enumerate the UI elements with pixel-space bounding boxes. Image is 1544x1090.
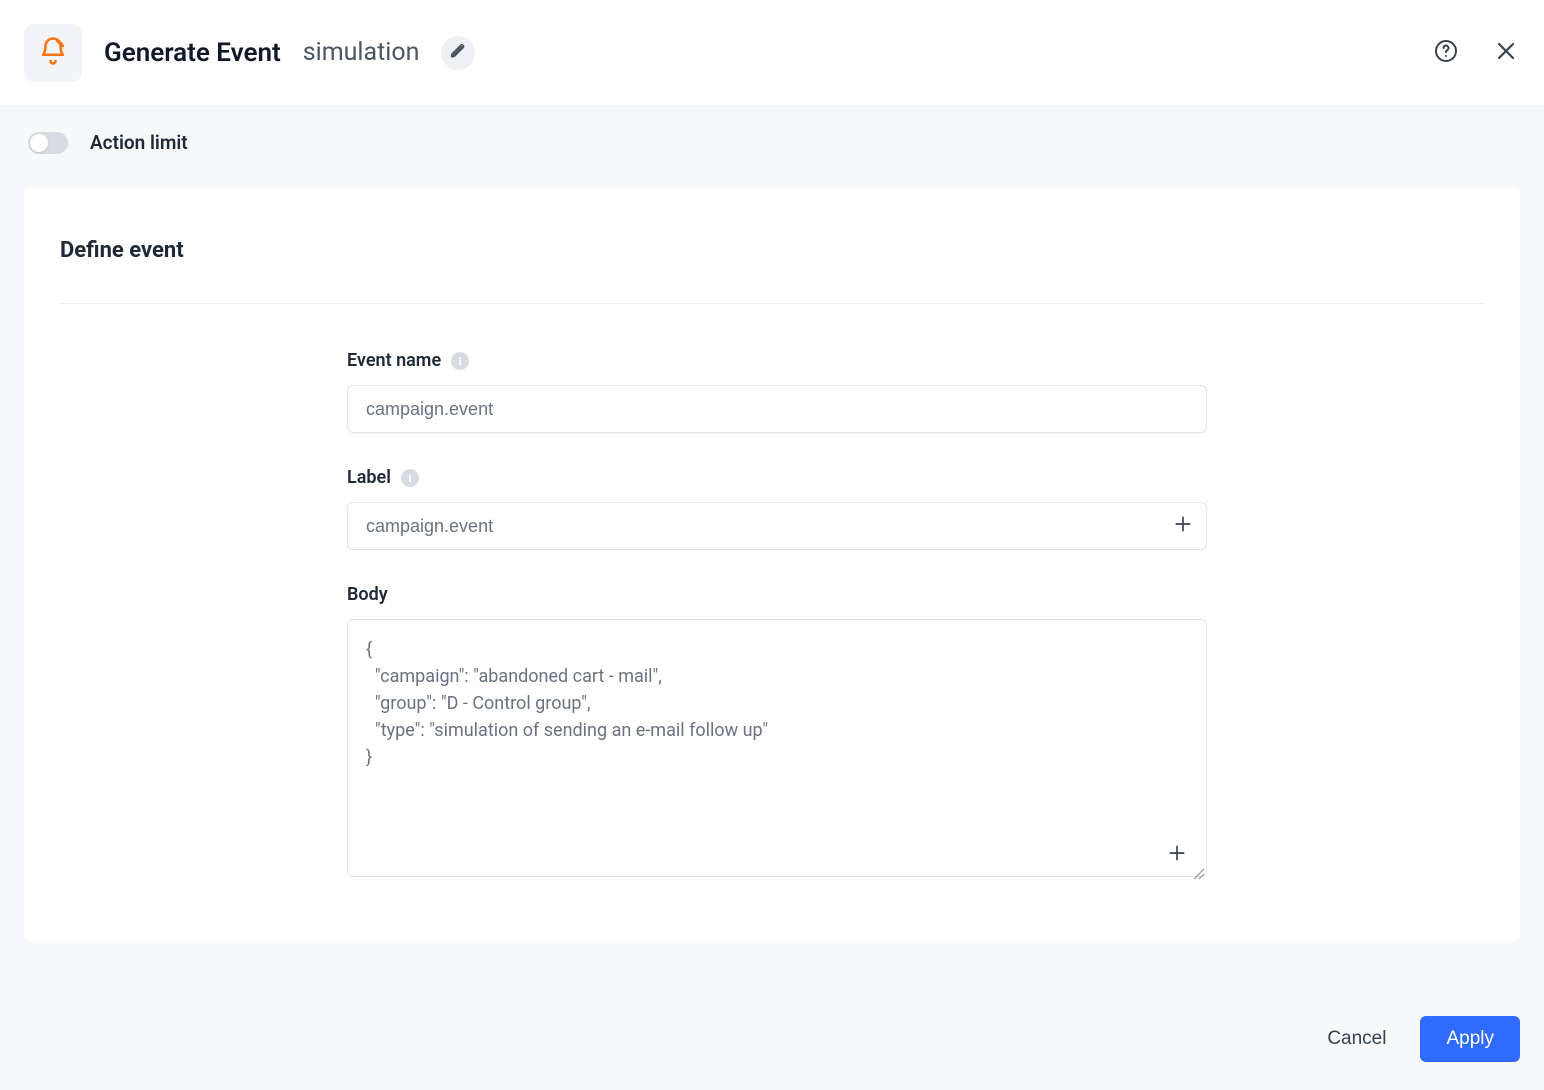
event-name-label: Event name (347, 350, 441, 371)
body-label-row: Body (347, 584, 1207, 605)
body-add-button[interactable] (1165, 843, 1189, 867)
page-subtitle: simulation (303, 38, 420, 67)
card-divider (60, 303, 1484, 304)
info-icon[interactable]: i (401, 469, 419, 487)
title-row: Generate Event simulation (104, 36, 475, 70)
cancel-button[interactable]: Cancel (1327, 1028, 1386, 1050)
label-add-button[interactable] (1171, 514, 1195, 538)
field-label: Label i (347, 467, 1207, 550)
action-limit-toggle[interactable] (28, 132, 68, 154)
plus-icon (1167, 843, 1187, 867)
pencil-icon (450, 43, 466, 63)
header-left: Generate Event simulation (24, 24, 475, 82)
event-name-label-row: Event name i (347, 350, 1207, 371)
event-icon-tile (24, 24, 82, 82)
modal-footer: Cancel Apply (1327, 1016, 1520, 1062)
plus-icon (1173, 514, 1193, 538)
help-icon (1434, 39, 1458, 67)
edit-title-button[interactable] (441, 36, 475, 70)
body-textarea-wrap (347, 619, 1207, 881)
event-name-input[interactable] (347, 385, 1207, 433)
header-right (1434, 0, 1518, 105)
toggle-knob (30, 134, 48, 152)
page-title: Generate Event (104, 38, 281, 68)
close-button[interactable] (1494, 41, 1518, 65)
bell-icon (38, 36, 68, 70)
modal-content: Action limit Define event Event name i L… (0, 105, 1544, 1090)
label-label: Label (347, 467, 391, 488)
help-button[interactable] (1434, 41, 1458, 65)
body-label: Body (347, 584, 388, 605)
label-input[interactable] (347, 502, 1207, 550)
close-icon (1494, 39, 1518, 67)
field-body: Body (347, 584, 1207, 881)
event-form: Event name i Label i (347, 350, 1207, 881)
label-input-wrap (347, 502, 1207, 550)
label-label-row: Label i (347, 467, 1207, 488)
action-limit-row: Action limit (24, 131, 1520, 154)
define-event-card: Define event Event name i Label i (24, 188, 1520, 941)
info-icon[interactable]: i (451, 352, 469, 370)
action-limit-label: Action limit (90, 131, 188, 154)
card-title: Define event (60, 238, 1484, 263)
body-textarea[interactable] (347, 619, 1207, 877)
field-event-name: Event name i (347, 350, 1207, 433)
modal-header: Generate Event simulation (0, 0, 1544, 105)
apply-button[interactable]: Apply (1420, 1016, 1520, 1062)
